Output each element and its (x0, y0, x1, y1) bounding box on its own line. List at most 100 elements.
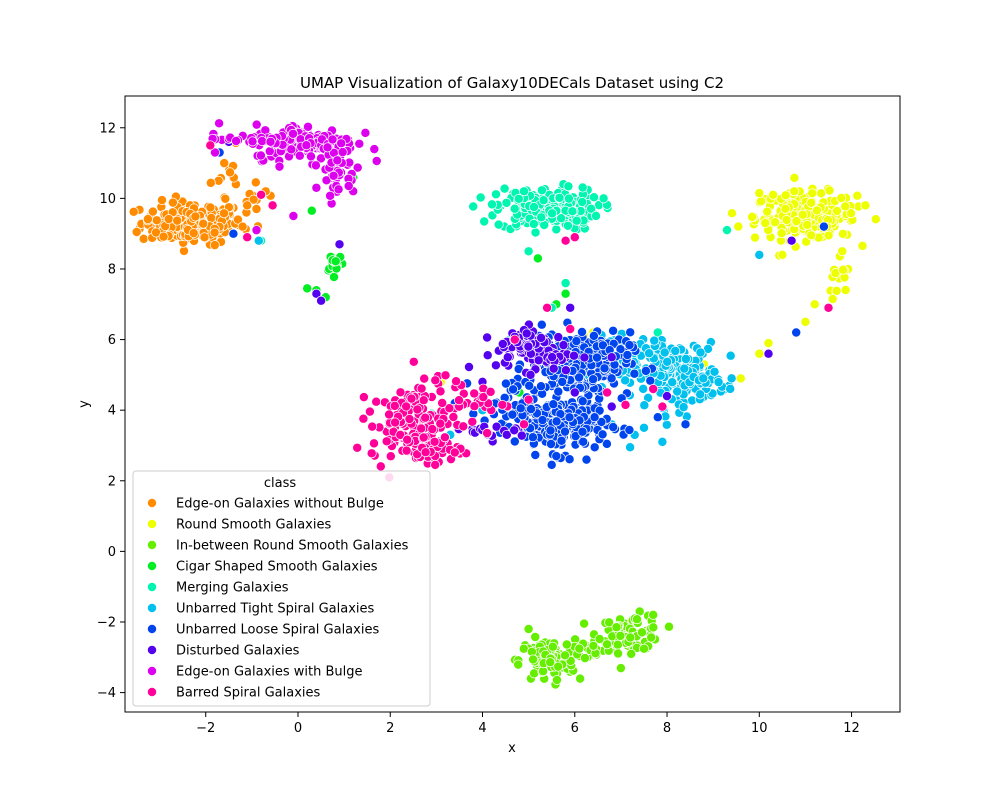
scatter-point (390, 417, 401, 428)
scatter-point (198, 218, 209, 229)
scatter-point (147, 206, 158, 217)
scatter-point (561, 639, 572, 650)
scatter-point (545, 425, 556, 436)
scatter-point (529, 668, 540, 679)
scatter-point (553, 661, 564, 672)
scatter-point (620, 375, 631, 386)
scatter-point (580, 653, 590, 664)
scatter-point (536, 212, 547, 223)
scatter-point (131, 227, 142, 237)
scatter-point (563, 181, 574, 192)
scatter-point (418, 432, 429, 443)
legend-marker (147, 561, 157, 571)
scatter-point (526, 404, 536, 415)
scatter-point (500, 378, 511, 389)
scatter-point (727, 208, 737, 219)
scatter-point (639, 643, 649, 654)
scatter-point (354, 138, 365, 149)
scatter-point (565, 324, 576, 334)
scatter-point (644, 348, 655, 359)
scatter-point (225, 167, 235, 178)
legend-marker (147, 519, 157, 529)
legend: class Edge-on Galaxies without Bulge Roun… (132, 470, 431, 707)
scatter-point (157, 195, 167, 206)
scatter-point (334, 239, 345, 250)
scatter-point (589, 412, 600, 423)
scatter-point (251, 204, 262, 214)
scatter-point (302, 283, 313, 294)
scatter-point (672, 386, 683, 397)
scatter-point (547, 208, 558, 219)
legend-box (132, 470, 431, 707)
scatter-point (485, 386, 496, 397)
scatter-point (560, 365, 571, 376)
scatter-point (420, 447, 431, 458)
scatter-point (586, 203, 597, 214)
scatter-point (251, 225, 262, 236)
scatter-point (565, 302, 576, 313)
scatter-point (288, 128, 298, 139)
scatter-point (451, 376, 462, 387)
scatter-point (789, 186, 800, 197)
scatter-point (824, 185, 835, 196)
scatter-point (592, 352, 602, 363)
scatter-point (797, 209, 808, 220)
scatter-point (172, 215, 183, 226)
scatter-point (303, 121, 313, 132)
scatter-point (806, 197, 817, 208)
scatter-point (371, 156, 382, 166)
scatter-point (838, 264, 849, 275)
scatter-point (369, 438, 379, 449)
scatter-point (602, 387, 613, 398)
scatter-point (564, 454, 575, 465)
scatter-point (508, 384, 519, 395)
scatter-point (588, 330, 599, 341)
scatter-point (713, 377, 724, 388)
scatter-point (513, 193, 524, 204)
scatter-point (336, 138, 347, 149)
legend-label: Merging Galaxies (176, 581, 289, 596)
scatter-point (800, 316, 811, 327)
scatter-point (640, 365, 651, 376)
scatter-point (519, 419, 529, 430)
scatter-point (625, 442, 636, 453)
scatter-point (781, 215, 792, 225)
scatter-point (574, 372, 585, 383)
scatter-point (870, 214, 881, 225)
scatter-point (625, 632, 636, 643)
scatter-point (288, 211, 299, 221)
scatter-point (604, 617, 615, 628)
scatter-point (662, 391, 672, 402)
scatter-point (679, 363, 690, 374)
scatter-point (138, 233, 149, 244)
scatter-point (777, 249, 788, 260)
scatter-point (756, 196, 767, 207)
scatter-point (501, 197, 512, 208)
scatter-point (528, 654, 539, 665)
scatter-point (571, 215, 582, 226)
scatter-point (358, 392, 369, 403)
scatter-point (404, 414, 415, 424)
scatter-point (482, 350, 493, 361)
scatter-point (840, 201, 851, 212)
scatter-point (598, 193, 609, 204)
scatter-point (530, 450, 541, 460)
scatter-point (831, 285, 842, 296)
scatter-point (579, 352, 590, 363)
scatter-point (435, 386, 446, 397)
scatter-point (523, 341, 534, 352)
scatter-point (330, 256, 341, 267)
scatter-point (523, 246, 534, 257)
scatter-point (519, 186, 529, 197)
scatter-point (588, 374, 599, 385)
scatter-point (599, 363, 610, 374)
scatter-point (816, 188, 827, 199)
scatter-point (698, 373, 709, 384)
scatter-point (578, 436, 589, 447)
scatter-point (581, 454, 592, 465)
scatter-point (251, 119, 262, 130)
scatter-point (385, 451, 396, 462)
scatter-point (509, 203, 520, 214)
scatter-point (579, 618, 590, 629)
scatter-point (322, 142, 333, 153)
